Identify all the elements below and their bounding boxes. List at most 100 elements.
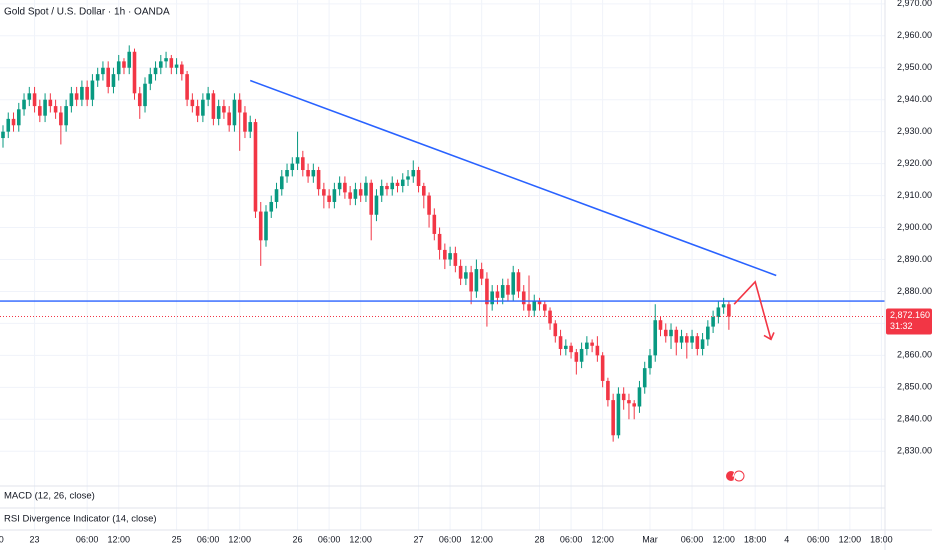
candle: [721, 297, 726, 314]
candle-body: [616, 393, 621, 436]
candle-body: [511, 272, 516, 295]
candle-body: [685, 336, 689, 343]
indicator-label[interactable]: MACD (12, 26, close): [4, 491, 95, 502]
candle-body: [716, 307, 721, 318]
candle: [59, 106, 63, 145]
event-icons[interactable]: [726, 470, 745, 482]
candle-body: [411, 170, 416, 177]
candle: [379, 179, 384, 202]
candle: [469, 265, 473, 305]
candle: [38, 99, 42, 123]
candle: [190, 93, 195, 113]
candle-body: [485, 278, 489, 305]
arrow-head: [763, 332, 775, 341]
candle-body: [642, 368, 647, 388]
candle: [222, 99, 226, 119]
candle-body: [627, 400, 631, 404]
candle-body: [53, 106, 58, 113]
candle: [32, 86, 37, 113]
y-tick-label: 2,830.000: [897, 446, 932, 456]
candle-body: [106, 67, 110, 87]
x-tick-label: 12:00: [228, 534, 251, 544]
y-tick-label: 2,840.000: [897, 414, 932, 424]
candle: [343, 176, 347, 199]
candle-body: [211, 93, 216, 119]
last-price-box: [886, 308, 932, 335]
candle-body: [595, 345, 600, 356]
candle-body: [279, 176, 284, 190]
candle: [180, 61, 184, 81]
x-tick-label: 12:00: [712, 534, 735, 544]
candle-body: [322, 189, 326, 196]
candle-body: [479, 269, 484, 279]
candle: [237, 93, 242, 151]
y-tick-label: 2,940.000: [897, 94, 932, 104]
candle-body: [385, 185, 389, 190]
candle: [432, 208, 437, 241]
candle-body: [379, 185, 384, 196]
candle-body: [674, 329, 679, 343]
candle-body: [85, 86, 89, 100]
candle: [348, 185, 352, 206]
candle: [264, 205, 268, 247]
candle-body: [101, 67, 105, 75]
candle-body: [574, 352, 579, 362]
candle-body: [137, 93, 142, 107]
candle-body: [537, 301, 542, 305]
candle: [290, 157, 295, 177]
candle-body: [711, 317, 715, 327]
candle-body: [122, 61, 126, 68]
candle: [590, 339, 594, 353]
candle-body: [74, 93, 79, 100]
candle-body: [611, 400, 615, 436]
candle-body: [38, 106, 42, 116]
x-tick-label: 25: [172, 534, 182, 544]
candle-body: [232, 99, 237, 126]
candle-body: [358, 189, 363, 196]
candle-body: [695, 336, 700, 349]
candle-body: [590, 342, 594, 346]
candle: [101, 61, 105, 81]
candle: [6, 112, 11, 139]
candle-body: [569, 345, 573, 353]
candle: [295, 131, 300, 171]
candle: [127, 45, 132, 75]
candle: [353, 182, 358, 206]
candle-body: [258, 211, 263, 241]
candle-body: [11, 118, 16, 126]
candle: [411, 160, 416, 183]
candle: [227, 106, 231, 132]
candle-body: [64, 106, 68, 126]
candle: [511, 265, 516, 302]
candle-body: [669, 329, 673, 337]
candle-body: [706, 326, 710, 340]
candle: [279, 170, 284, 196]
candle: [11, 112, 16, 132]
y-tick-label: 2,890.000: [897, 254, 932, 264]
x-tick-label: 12:00: [349, 534, 372, 544]
candle: [43, 93, 47, 123]
candle: [500, 278, 505, 305]
candle-body: [521, 291, 526, 305]
candle: [553, 320, 558, 343]
candle: [248, 115, 253, 139]
x-tick-label: 06:00: [318, 534, 341, 544]
candle: [521, 285, 526, 311]
x-tick-label: 06:00: [439, 534, 462, 544]
candle: [369, 179, 374, 241]
candle: [85, 80, 89, 107]
x-tick-label: 06:00: [560, 534, 583, 544]
candle: [258, 201, 263, 266]
candle-body: [500, 285, 505, 298]
candle: [364, 176, 368, 202]
candle-body: [437, 233, 442, 250]
indicator-label[interactable]: RSI Divergence Indicator (14, close): [4, 514, 157, 525]
candle: [385, 182, 389, 196]
candle: [422, 182, 426, 209]
candle: [464, 265, 468, 286]
candle-body: [290, 163, 295, 171]
candle-body: [679, 336, 684, 343]
x-tick-label: 18:00: [744, 534, 767, 544]
candle-body: [190, 99, 195, 107]
